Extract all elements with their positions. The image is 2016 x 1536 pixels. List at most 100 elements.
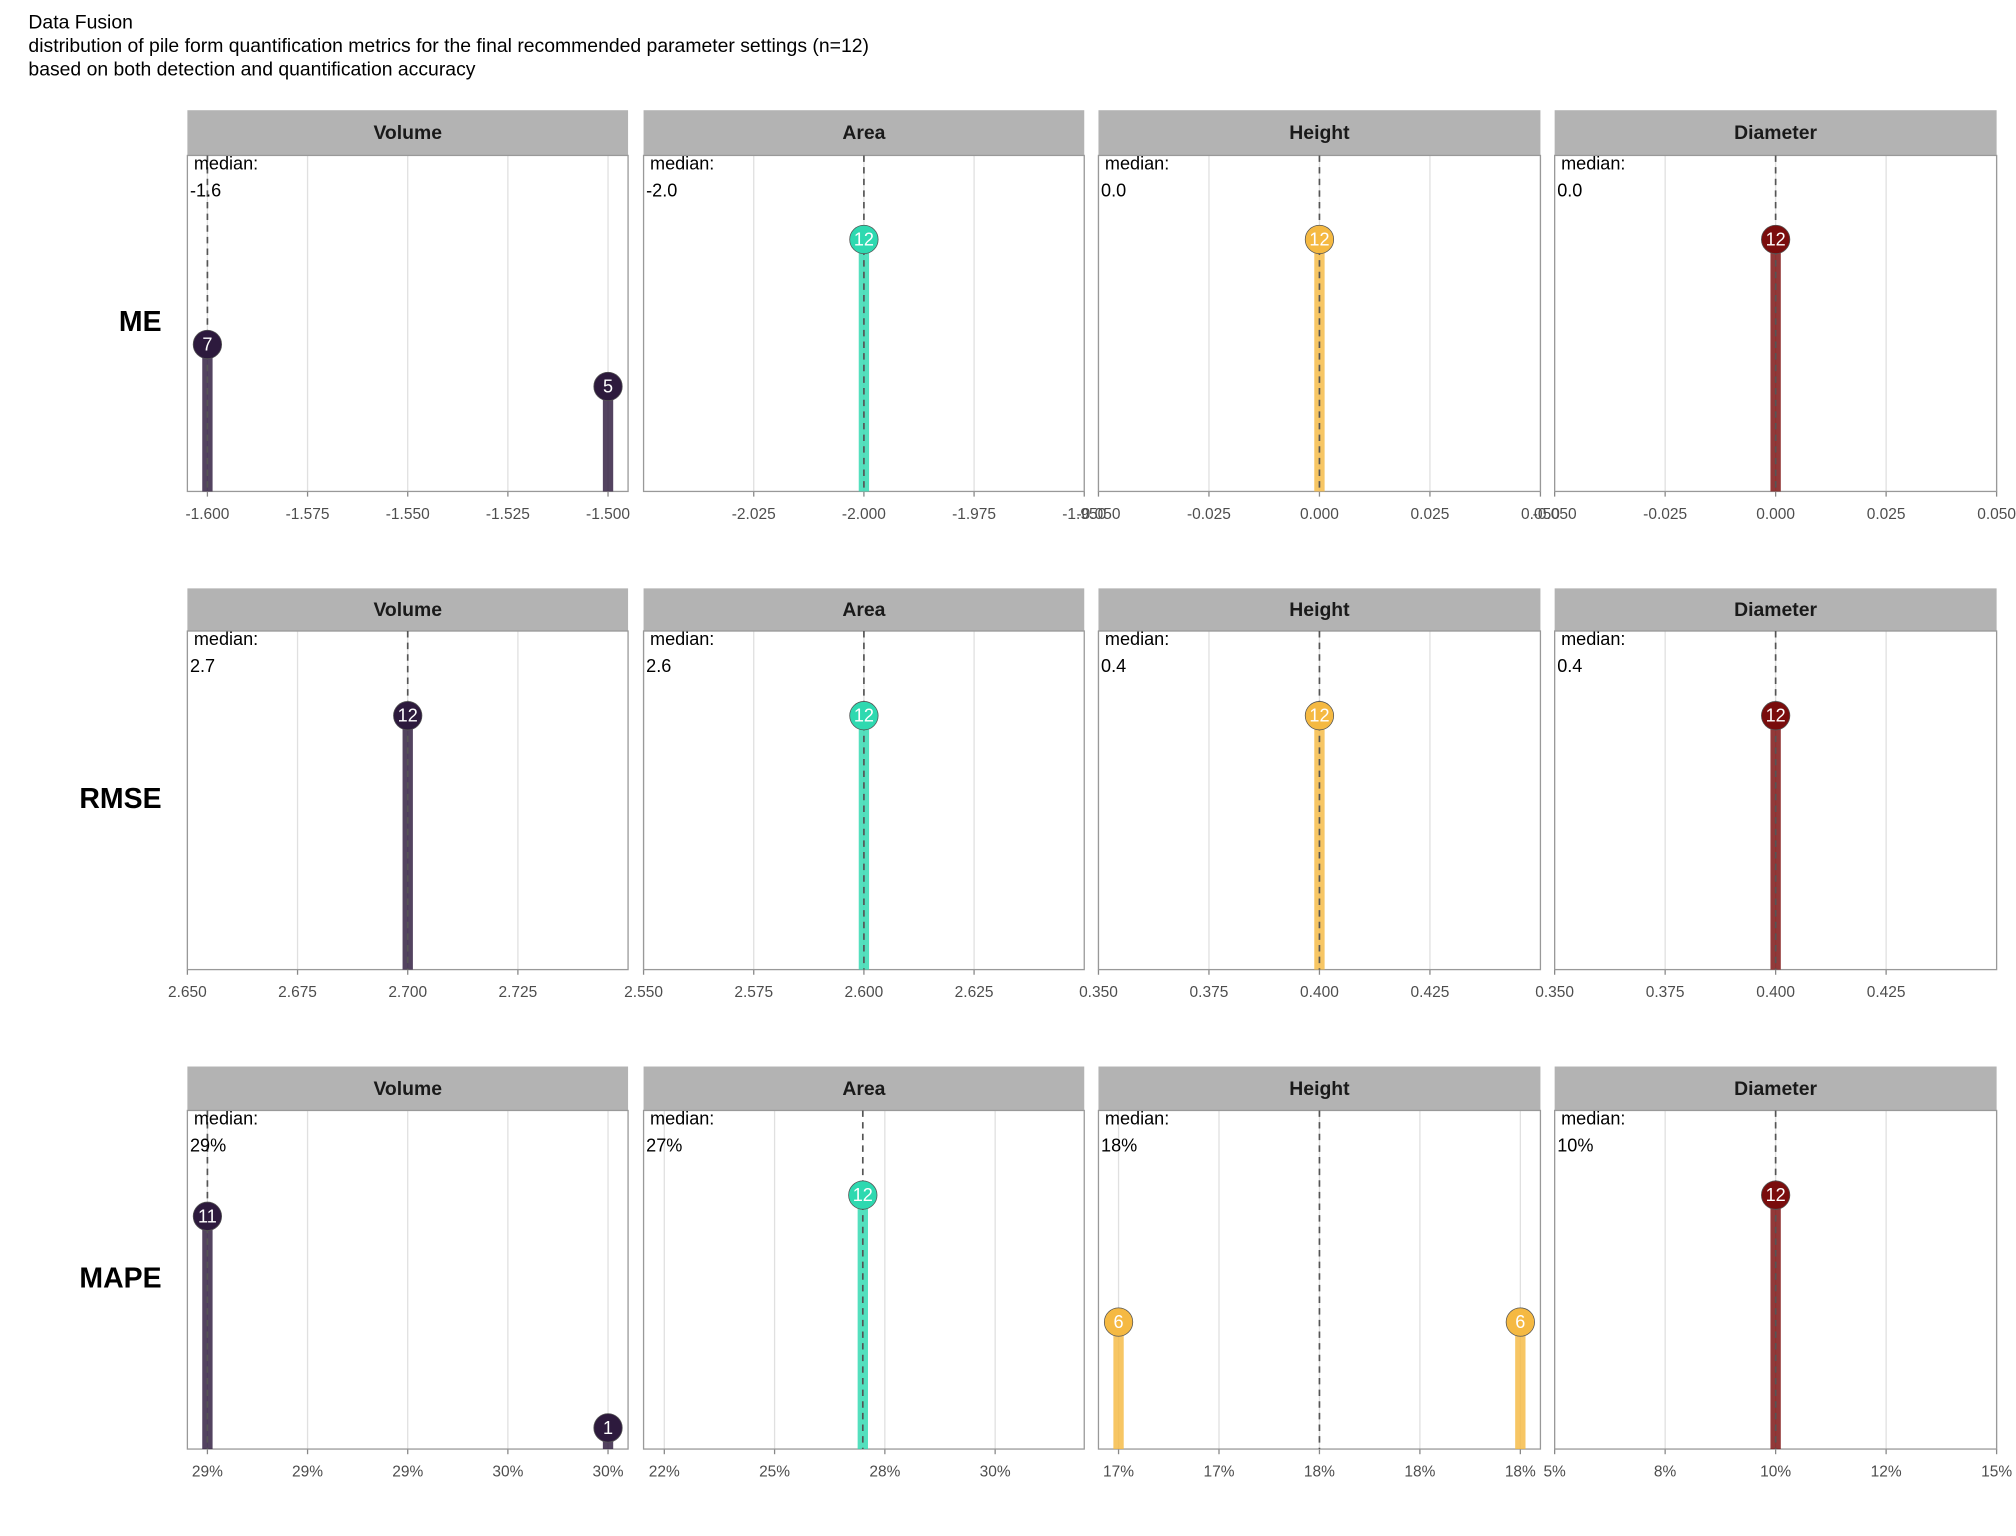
panel-border (186, 1109, 629, 1450)
x-tick-label: 0.375 (1190, 984, 1229, 1001)
x-tick-label: 17% (1203, 1463, 1234, 1480)
facet-title: Area (842, 122, 885, 144)
row-label: ME (119, 306, 162, 338)
x-tick-label: 0.425 (1867, 984, 1906, 1001)
count-label: 7 (202, 335, 212, 355)
point (393, 701, 423, 731)
x-tick-label: 18% (1404, 1463, 1435, 1480)
x-tick-label: -1.575 (286, 506, 330, 523)
x-tick-label: 30% (980, 1463, 1011, 1480)
count-label: 12 (854, 230, 874, 250)
x-tick-label: -1.500 (586, 506, 630, 523)
x-tick-label: 0.425 (1411, 984, 1450, 1001)
x-tick-label: 12% (1871, 1463, 1902, 1480)
x-tick-label: 2.675 (278, 984, 317, 1001)
panel-border (186, 154, 629, 493)
point (1304, 224, 1335, 255)
x-tick-label: -1.950 (1062, 506, 1106, 523)
x-tick-label: -2.025 (732, 506, 776, 523)
x-tick-label: -1.550 (386, 506, 430, 523)
x-tick-label: -1.525 (486, 506, 530, 523)
x-tick-label: 0.050 (1521, 506, 1560, 523)
x-tick-label: 2.700 (388, 984, 427, 1001)
facet-title: Area (842, 1078, 885, 1100)
x-tick-label: 18% (1304, 1463, 1335, 1480)
facet-strip (1554, 1066, 1997, 1111)
median-caption: median: (1561, 629, 1625, 649)
median-label: 0.0 (1101, 180, 1126, 200)
facet-title: Volume (373, 599, 442, 621)
facet-strip (643, 588, 1085, 632)
facet-strip (187, 588, 629, 632)
stem (202, 344, 213, 492)
x-tick-label: 0.350 (1535, 984, 1574, 1001)
x-tick-label: 2.600 (845, 984, 884, 1001)
x-tick-label: 30% (593, 1463, 624, 1480)
x-tick-label: 0.025 (1867, 506, 1906, 523)
facet-title: Diameter (1734, 1078, 1817, 1100)
count-label: 12 (853, 1185, 873, 1205)
facet-title: Height (1289, 1078, 1350, 1100)
median-caption: median: (1561, 1108, 1625, 1128)
count-label: 6 (1515, 1312, 1525, 1332)
x-tick-label: -0.050 (1533, 506, 1577, 523)
row-label: MAPE (79, 1262, 161, 1294)
point (593, 371, 623, 402)
facet-strip (1554, 110, 1997, 156)
median-caption: median: (194, 153, 258, 173)
point (593, 1413, 623, 1443)
median-label: 10% (1557, 1135, 1593, 1155)
count-label: 12 (1309, 230, 1329, 250)
median-caption: median: (1105, 629, 1169, 649)
count-label: 11 (198, 1206, 217, 1226)
stem (1515, 1322, 1526, 1450)
x-tick-label: 25% (759, 1463, 790, 1480)
x-tick-label: 29% (292, 1463, 323, 1480)
x-tick-label: 0.350 (1079, 984, 1118, 1001)
facet-title: Height (1289, 599, 1350, 621)
median-caption: median: (650, 629, 714, 649)
x-tick-label: 5% (1543, 1463, 1566, 1480)
x-tick-label: 17% (1103, 1463, 1134, 1480)
count-label: 1 (603, 1418, 613, 1438)
facet-strip (187, 110, 629, 156)
count-label: 12 (1766, 706, 1786, 726)
x-tick-label: 10% (1760, 1463, 1791, 1480)
point (1505, 1307, 1535, 1337)
facet-title: Area (842, 599, 885, 621)
x-tick-label: 18% (1505, 1463, 1536, 1480)
facet-title: Diameter (1734, 122, 1817, 144)
point (192, 329, 223, 360)
count-label: 12 (398, 706, 418, 726)
facet-title: Volume (373, 122, 442, 144)
stem (602, 386, 614, 492)
x-tick-label: 2.625 (955, 984, 994, 1001)
facet-strip (187, 1066, 629, 1111)
count-label: 6 (1114, 1312, 1124, 1332)
x-tick-label: 2.575 (734, 984, 773, 1001)
x-tick-label: 0.400 (1300, 984, 1339, 1001)
facet-title: Diameter (1734, 599, 1817, 621)
x-tick-label: 0.375 (1646, 984, 1685, 1001)
title-line: distribution of pile form quantification… (28, 35, 869, 57)
x-tick-label: 30% (492, 1463, 523, 1480)
facet-strip (1098, 588, 1541, 632)
x-tick-label: 8% (1654, 1463, 1677, 1480)
x-tick-label: 29% (192, 1463, 223, 1480)
x-tick-label: 29% (392, 1463, 423, 1480)
x-tick-label: 0.050 (1977, 506, 2016, 523)
facet-title: Volume (373, 1078, 442, 1100)
x-tick-label: 2.650 (168, 984, 207, 1001)
facet-strip (1098, 1066, 1541, 1111)
median-label: 2.7 (190, 656, 215, 676)
count-label: 12 (1766, 1185, 1786, 1205)
x-tick-label: 0.000 (1756, 506, 1795, 523)
point (849, 701, 879, 731)
median-label: -1.6 (190, 180, 221, 200)
median-caption: median: (650, 1108, 714, 1128)
point (1103, 1307, 1134, 1337)
count-label: 5 (603, 377, 613, 397)
x-tick-label: -0.050 (1076, 506, 1120, 523)
x-tick-label: 28% (869, 1463, 900, 1480)
